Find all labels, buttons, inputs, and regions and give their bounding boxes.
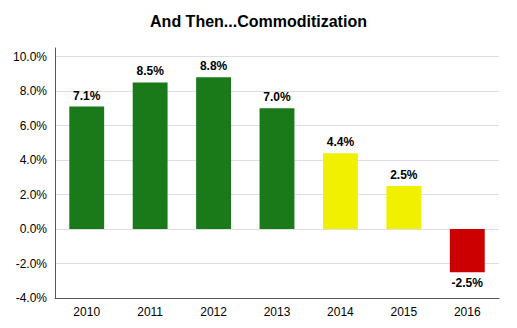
svg-text:-2.5%: -2.5%	[452, 276, 484, 290]
svg-text:10.0%: 10.0%	[13, 50, 47, 64]
svg-text:8.0%: 8.0%	[20, 84, 48, 98]
svg-text:0.0%: 0.0%	[20, 222, 48, 236]
svg-text:2011: 2011	[137, 305, 163, 319]
svg-text:-4.0%: -4.0%	[16, 291, 48, 305]
svg-text:8.5%: 8.5%	[136, 64, 164, 78]
svg-text:7.1%: 7.1%	[73, 89, 101, 103]
svg-text:-2.0%: -2.0%	[16, 257, 48, 271]
svg-text:2012: 2012	[200, 305, 227, 319]
svg-text:2010: 2010	[73, 305, 100, 319]
svg-text:2014: 2014	[327, 305, 354, 319]
svg-text:2015: 2015	[391, 305, 418, 319]
svg-text:6.0%: 6.0%	[20, 119, 48, 133]
svg-text:7.0%: 7.0%	[263, 90, 291, 104]
svg-text:2013: 2013	[264, 305, 291, 319]
svg-text:8.8%: 8.8%	[200, 59, 228, 73]
svg-text:4.0%: 4.0%	[20, 153, 48, 167]
svg-text:2.5%: 2.5%	[390, 168, 418, 182]
svg-text:And Then...Commoditization: And Then...Commoditization	[150, 13, 367, 30]
svg-text:2016: 2016	[454, 305, 481, 319]
svg-text:4.4%: 4.4%	[327, 135, 355, 149]
svg-text:2.0%: 2.0%	[20, 188, 48, 202]
